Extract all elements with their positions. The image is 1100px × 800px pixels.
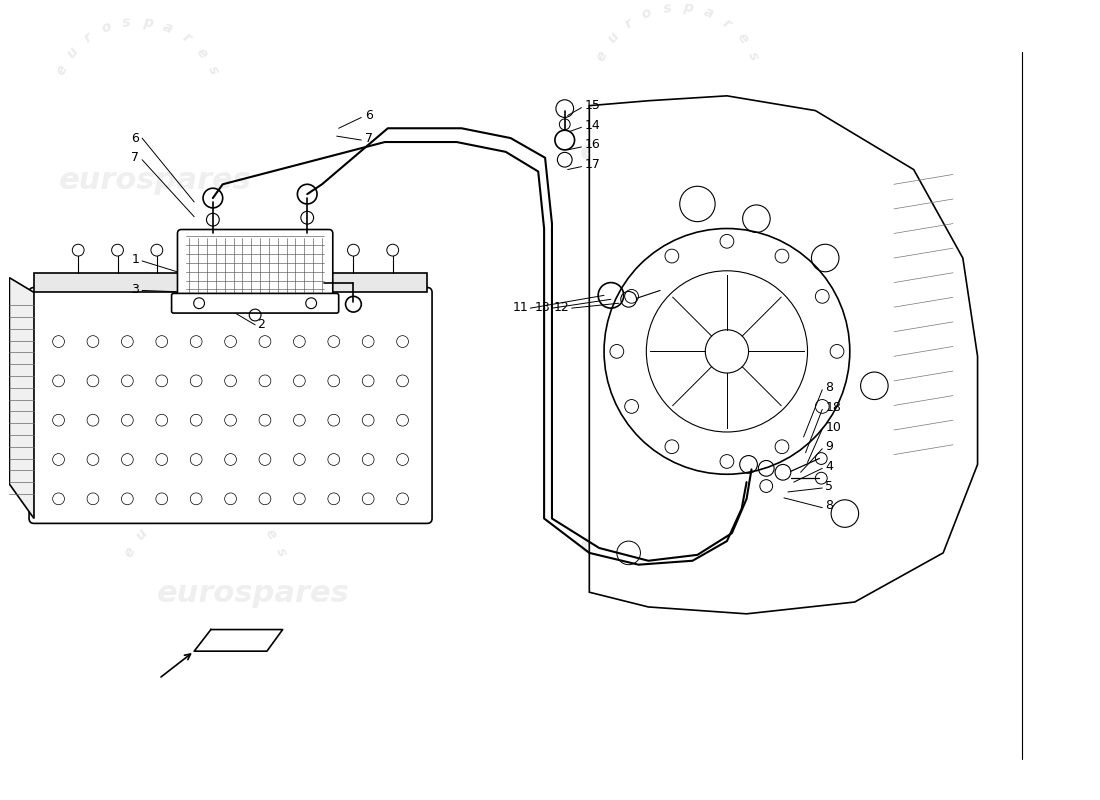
Text: s: s xyxy=(274,546,289,558)
Text: s: s xyxy=(190,497,200,512)
Circle shape xyxy=(194,298,205,309)
Text: e: e xyxy=(53,63,69,78)
Circle shape xyxy=(268,244,280,256)
Circle shape xyxy=(111,244,123,256)
Text: 6: 6 xyxy=(131,131,139,145)
Circle shape xyxy=(73,244,84,256)
Text: s: s xyxy=(662,1,672,15)
Text: u: u xyxy=(605,477,621,494)
Text: eurospares: eurospares xyxy=(58,166,251,195)
Text: 11: 11 xyxy=(513,301,528,314)
Polygon shape xyxy=(195,630,283,651)
Text: eurospares: eurospares xyxy=(157,579,350,608)
Text: 10: 10 xyxy=(825,421,842,434)
Text: s: s xyxy=(205,64,221,77)
Text: p: p xyxy=(682,1,694,15)
Circle shape xyxy=(348,244,360,256)
Polygon shape xyxy=(590,96,978,614)
Text: eurospares: eurospares xyxy=(580,137,772,166)
Text: a: a xyxy=(702,452,716,469)
FancyBboxPatch shape xyxy=(172,294,339,313)
Text: a: a xyxy=(702,5,716,22)
Text: 7: 7 xyxy=(365,131,373,145)
Text: o: o xyxy=(640,452,653,469)
Text: e: e xyxy=(262,526,279,542)
Text: 8: 8 xyxy=(825,499,833,512)
FancyBboxPatch shape xyxy=(177,230,333,302)
Text: 7: 7 xyxy=(131,151,139,164)
Text: r: r xyxy=(81,30,95,46)
Text: p: p xyxy=(142,15,154,30)
Text: p: p xyxy=(211,497,222,512)
Text: 16: 16 xyxy=(584,138,601,151)
Text: o: o xyxy=(168,502,183,518)
Text: 15: 15 xyxy=(584,99,601,112)
Circle shape xyxy=(306,298,317,309)
Text: r: r xyxy=(720,16,734,31)
Text: eurospares: eurospares xyxy=(580,530,772,559)
Text: r: r xyxy=(179,30,194,46)
Text: r: r xyxy=(720,463,734,478)
Text: 8: 8 xyxy=(825,382,833,394)
Text: a: a xyxy=(161,20,175,36)
Text: u: u xyxy=(64,44,81,61)
Text: 18: 18 xyxy=(825,401,842,414)
Text: r: r xyxy=(621,463,636,478)
Text: 3: 3 xyxy=(131,283,139,296)
Text: 13: 13 xyxy=(535,301,550,314)
Text: 12: 12 xyxy=(554,301,570,314)
Circle shape xyxy=(190,244,202,256)
Text: 17: 17 xyxy=(584,158,601,171)
Text: r: r xyxy=(150,512,164,527)
Polygon shape xyxy=(10,278,34,518)
Text: 2: 2 xyxy=(257,318,265,331)
Text: o: o xyxy=(640,5,653,22)
Text: s: s xyxy=(746,496,761,510)
Text: 4: 4 xyxy=(825,460,833,473)
Text: e: e xyxy=(734,477,750,493)
Text: 6: 6 xyxy=(365,109,373,122)
Text: s: s xyxy=(746,49,761,62)
Circle shape xyxy=(554,130,574,150)
Text: e: e xyxy=(122,545,139,559)
Text: e: e xyxy=(734,30,750,46)
Text: 1: 1 xyxy=(131,254,139,266)
Circle shape xyxy=(151,244,163,256)
FancyBboxPatch shape xyxy=(29,287,432,523)
Text: 14: 14 xyxy=(584,119,601,132)
Text: u: u xyxy=(133,526,150,542)
Text: r: r xyxy=(249,512,262,527)
Text: 5: 5 xyxy=(825,479,833,493)
Circle shape xyxy=(387,244,398,256)
Text: o: o xyxy=(99,20,113,36)
Text: a: a xyxy=(230,502,244,518)
Text: e: e xyxy=(194,45,210,61)
Text: r: r xyxy=(621,16,636,31)
Text: p: p xyxy=(682,448,694,463)
Circle shape xyxy=(308,244,320,256)
Text: s: s xyxy=(662,448,672,462)
Text: 9: 9 xyxy=(825,440,833,454)
Text: e: e xyxy=(594,496,610,510)
Text: e: e xyxy=(594,49,610,63)
Polygon shape xyxy=(34,273,427,293)
Circle shape xyxy=(230,244,241,256)
Text: s: s xyxy=(122,15,132,30)
Circle shape xyxy=(705,330,748,373)
Text: u: u xyxy=(605,30,621,46)
